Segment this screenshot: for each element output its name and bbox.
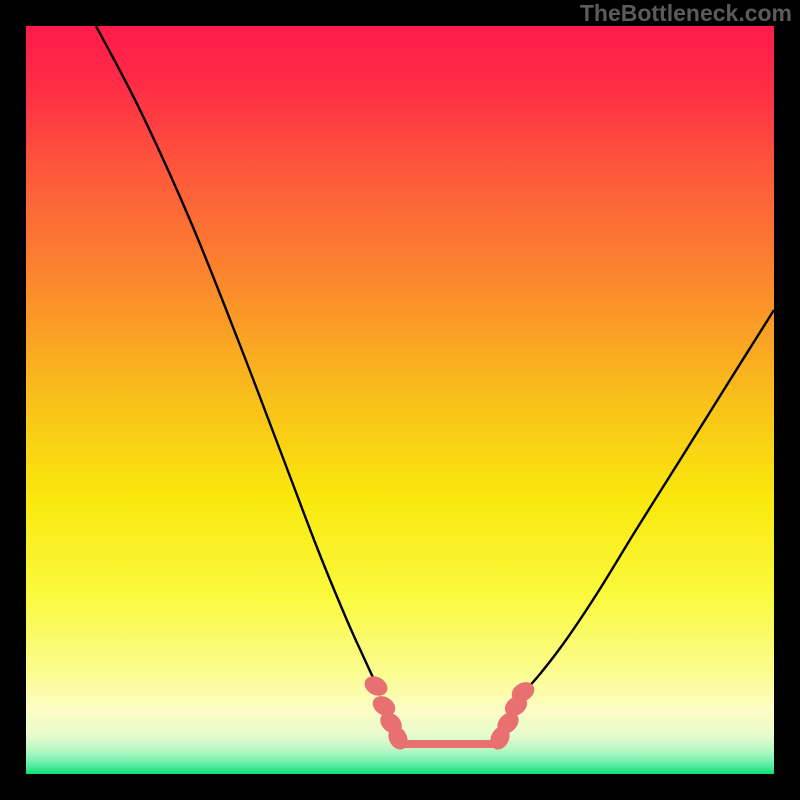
plot-area xyxy=(26,26,774,774)
chart-root: TheBottleneck.com xyxy=(0,0,800,800)
watermark-text: TheBottleneck.com xyxy=(580,0,792,27)
bottleneck-chart-svg xyxy=(0,0,800,800)
